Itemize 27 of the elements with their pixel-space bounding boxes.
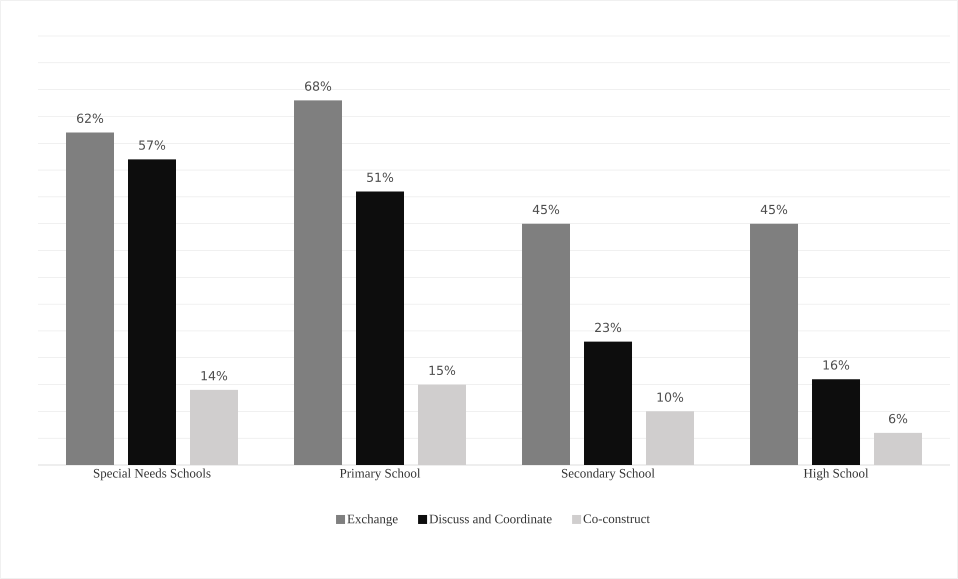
data-label: 16% bbox=[824, 360, 850, 370]
bar bbox=[66, 132, 114, 465]
x-tick-label: Special Needs Schools bbox=[94, 468, 211, 480]
bar bbox=[522, 224, 570, 465]
bar bbox=[356, 192, 404, 465]
legend-label: Discuss and Coordinate bbox=[429, 514, 552, 524]
data-label: 45% bbox=[532, 204, 560, 214]
data-label: 10% bbox=[658, 392, 684, 402]
data-label: 62% bbox=[77, 114, 104, 123]
data-label: 57% bbox=[139, 140, 166, 150]
legend-label: Co-construct bbox=[584, 514, 650, 524]
x-tick-label: Secondary School bbox=[562, 468, 655, 480]
legend-label: Exchange bbox=[347, 514, 398, 526]
bar bbox=[750, 224, 798, 465]
data-label: 6% bbox=[889, 414, 908, 424]
data-label: 51% bbox=[367, 172, 394, 182]
x-tick-label: Primary School bbox=[340, 468, 420, 480]
bar bbox=[812, 379, 860, 465]
x-tick-label: High School bbox=[804, 468, 868, 480]
bar bbox=[584, 342, 632, 465]
data-label: 14% bbox=[202, 370, 228, 380]
data-label: 68% bbox=[305, 81, 332, 91]
data-label: 15% bbox=[430, 366, 456, 376]
bar bbox=[294, 100, 342, 465]
data-label: 23% bbox=[595, 322, 622, 332]
bar bbox=[128, 159, 176, 465]
data-label: 45% bbox=[760, 204, 788, 214]
